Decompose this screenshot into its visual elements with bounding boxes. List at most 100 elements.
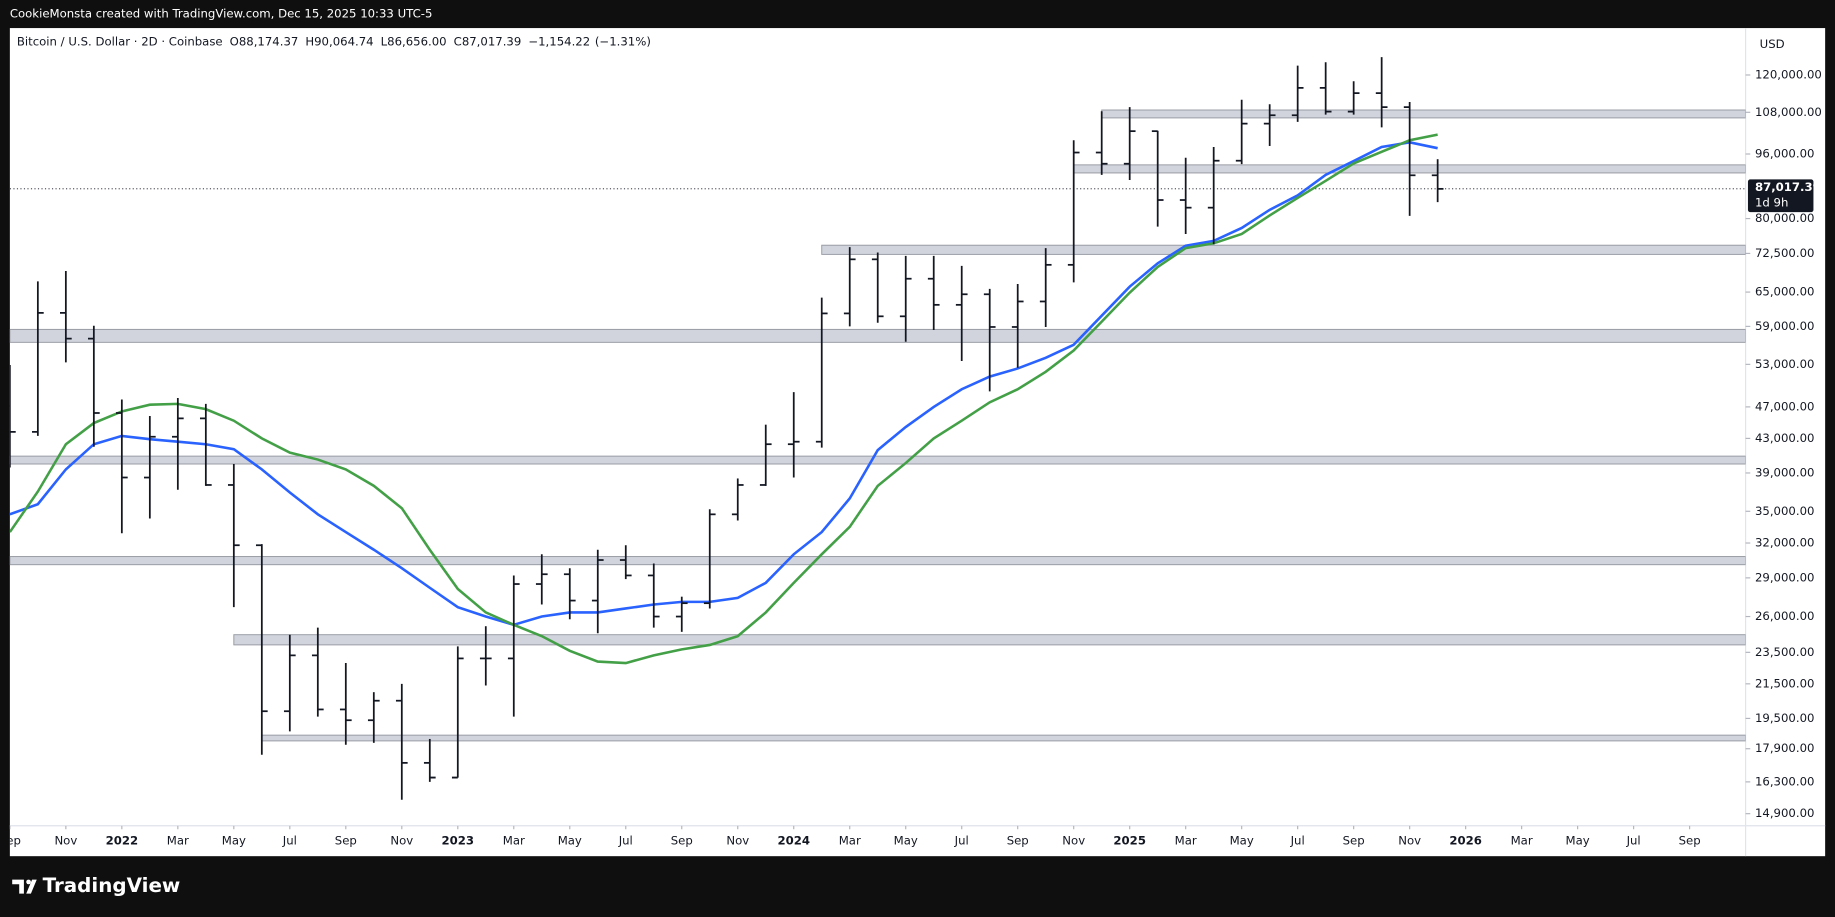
x-tick-label: Mar [167, 833, 189, 847]
x-tick-label: Sep [1679, 833, 1701, 847]
ohlc-bar [171, 397, 184, 490]
x-tick-label: Jul [1626, 833, 1641, 847]
y-tick-label: 65,000.00 [1755, 285, 1814, 299]
ohlc-bar [927, 255, 940, 330]
support-zone [261, 734, 1746, 742]
moving-average [9, 141, 1438, 627]
ohlc-bar [1123, 107, 1136, 181]
ohlc-bar [675, 596, 688, 632]
x-tick-label: Nov [54, 833, 77, 847]
ohlc-bar [367, 692, 380, 743]
x-tick-label: May [222, 833, 246, 847]
x-tick-label: May [1230, 833, 1254, 847]
last-price-box [1747, 179, 1814, 213]
legend-value: 88,174.37 [239, 35, 298, 49]
ohlc-bar [1179, 157, 1192, 234]
ohlc-bar [283, 634, 296, 732]
x-tick-label: Jul [1290, 833, 1305, 847]
ohlc-bar [1067, 140, 1080, 283]
ohlc-bar [871, 252, 884, 323]
x-tick-label: Sep [671, 833, 693, 847]
support-zone [1101, 109, 1746, 119]
x-tick-label: 2023 [442, 833, 475, 847]
ohlc-bar [955, 265, 968, 362]
axes: 120,000.00 108,000.00 96,000.00 80,000.00 72… [0, 37, 1822, 847]
ohlc-bar [1207, 147, 1220, 245]
y-tick-label: 14,900.00 [1755, 806, 1814, 820]
y-tick-label: 17,900.00 [1755, 741, 1814, 755]
x-tick-label: 2022 [106, 833, 139, 847]
x-tick-label: May [558, 833, 582, 847]
ohlc-bar [1291, 65, 1304, 122]
ohlc-bar [1347, 81, 1360, 115]
ohlc-bar [507, 575, 520, 717]
x-tick-label: Mar [839, 833, 861, 847]
ohlc-bar [1263, 104, 1276, 146]
y-tick-label: 32,000.00 [1755, 536, 1814, 550]
y-tick-label: 39,000.00 [1755, 465, 1814, 479]
x-tick-label: Mar [503, 833, 525, 847]
ohlc-bar [9, 365, 16, 468]
ohlc-bar [899, 255, 912, 342]
ohlc-bar [619, 545, 632, 580]
legend-prefix: H [305, 35, 314, 49]
ohlc-bar [143, 416, 156, 519]
currency-label: USD [1760, 37, 1785, 51]
ohlc-bar [451, 646, 464, 779]
legend-prefix: C [454, 35, 462, 49]
ohlc-bar [591, 549, 604, 634]
x-tick-label: May [1566, 833, 1590, 847]
ohlc-bar [759, 424, 772, 486]
ohlc-bar [1151, 130, 1164, 227]
legend-value: 87,017.39 [462, 35, 521, 49]
x-tick-label: May [894, 833, 918, 847]
footer-text: TradingView [43, 874, 181, 897]
logo-dot [26, 879, 31, 885]
y-tick-label: 108,000.00 [1755, 105, 1822, 119]
y-tick-label: 29,000.00 [1755, 570, 1814, 584]
ohlc-bar [535, 554, 548, 605]
support-zone [9, 455, 1746, 465]
ohlc-bar [199, 403, 212, 486]
ohlc-bar [423, 738, 436, 782]
x-tick-label: Sep [1007, 833, 1029, 847]
chart-pane [9, 28, 1826, 857]
x-tick-label: Jul [282, 833, 297, 847]
change-value: −1,154.22 [528, 35, 590, 49]
ohlc-bar [32, 281, 44, 436]
support-zone [233, 634, 1746, 646]
ohlc-bar [1403, 101, 1416, 216]
legend-prefix: L [381, 35, 388, 49]
y-tick-label: 72,500.00 [1755, 246, 1814, 260]
symbol-label: Bitcoin / U.S. Dollar · 2D · Coinbase [17, 35, 223, 49]
legend-value: 90,064.74 [314, 35, 373, 49]
y-tick-label: 120,000.00 [1755, 67, 1822, 81]
y-tick-label: 53,000.00 [1755, 357, 1814, 371]
x-tick-label: Sep [0, 833, 21, 847]
ohlc-bar [1095, 111, 1108, 175]
ohlc-bar [647, 563, 660, 628]
y-tick-label: 23,500.00 [1755, 645, 1814, 659]
support-zone [9, 328, 1746, 343]
x-tick-label: 2024 [777, 833, 810, 847]
ohlc-bar [60, 270, 72, 363]
y-tick-label: 16,300.00 [1755, 774, 1814, 788]
x-tick-label: Jul [954, 833, 969, 847]
x-tick-label: Nov [1062, 833, 1085, 847]
ohlc-bar [395, 683, 408, 800]
y-tick-label: 26,000.00 [1755, 609, 1814, 623]
ohlc-bar [843, 247, 856, 327]
ohlc-bar [1235, 99, 1248, 165]
ohlc-bar [227, 464, 240, 608]
countdown-label: 1d 9h [1755, 195, 1788, 209]
x-tick-label: Sep [335, 833, 357, 847]
ohlc-bar [1039, 248, 1052, 327]
ohlc-bar [339, 663, 352, 745]
ohlc-bar [731, 478, 744, 521]
support-zone [821, 244, 1746, 255]
support-zone [9, 556, 1746, 566]
ohlc-bar [703, 509, 716, 609]
x-tick-label: Nov [390, 833, 413, 847]
